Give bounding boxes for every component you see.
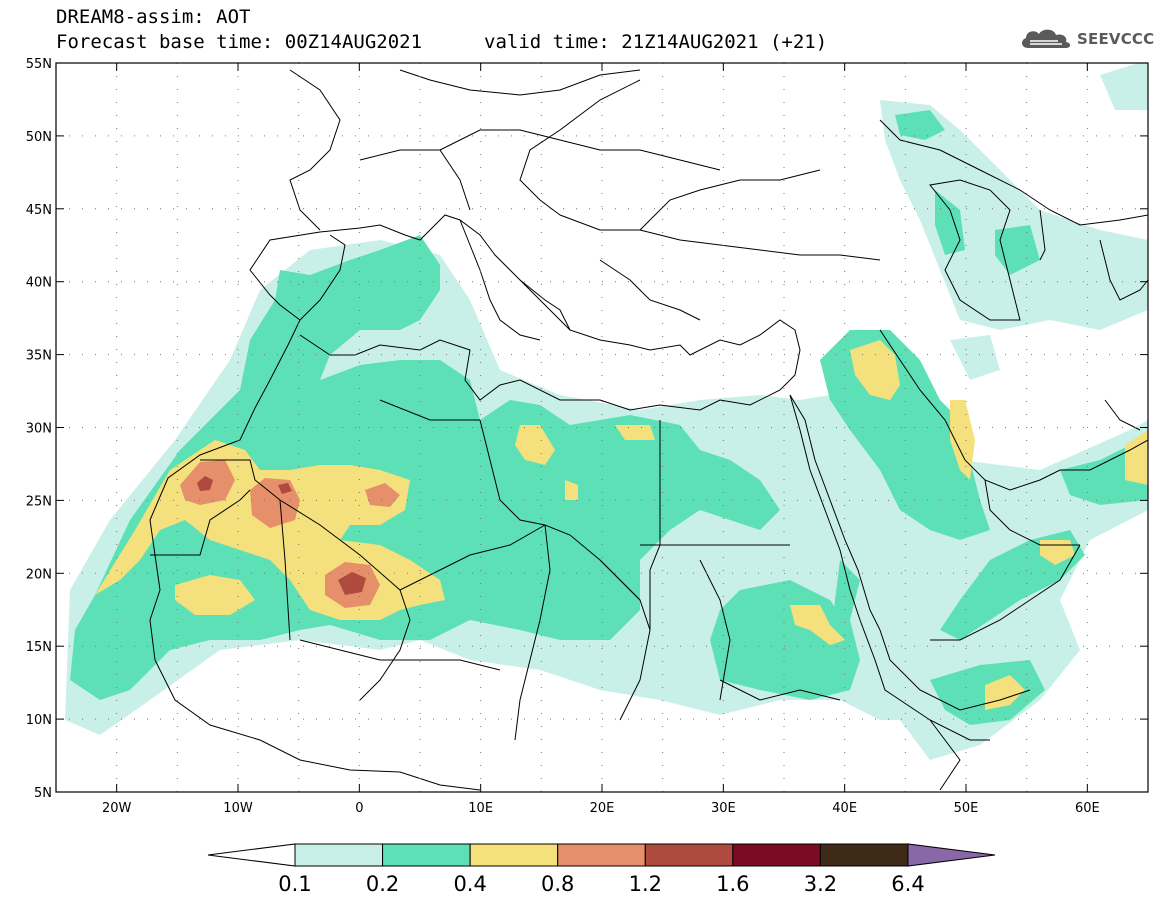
colorbar-label: 3.2	[804, 872, 837, 896]
colorbar-segment	[557, 843, 646, 867]
colorbar-segment	[644, 843, 734, 867]
seevccc-logo: SEEVCCC	[1018, 26, 1154, 52]
colorbar-label: 0.1	[278, 872, 311, 896]
colorbar-segment	[294, 843, 384, 867]
y-tick-label: 50N	[26, 130, 52, 145]
y-tick-label: 5N	[34, 786, 52, 801]
y-tick-label: 40N	[26, 276, 52, 291]
aot-field	[65, 63, 1148, 760]
y-tick-label: 25N	[26, 494, 52, 509]
colorbar-label: 1.6	[716, 872, 749, 896]
colorbar-upper-arrow	[907, 843, 996, 867]
colorbar-segment	[732, 843, 821, 867]
y-tick-label: 35N	[26, 349, 52, 364]
lat-lon-grid	[56, 63, 1148, 792]
colorbar-lower-arrow	[207, 843, 296, 867]
y-tick-label: 20N	[26, 567, 52, 582]
valid-time: valid time: 21Z14AUG2021 (+21)	[484, 31, 828, 53]
forecast-base-time: Forecast base time: 00Z14AUG2021	[56, 31, 423, 53]
colorbar-label: 0.4	[453, 872, 486, 896]
aot-level-1.2	[197, 476, 366, 595]
y-tick-label: 45N	[26, 203, 52, 218]
y-tick-label: 55N	[26, 57, 52, 72]
x-tick-label: 0	[355, 801, 363, 816]
x-tick-label: 30E	[711, 801, 736, 816]
y-tick-label: 30N	[26, 422, 52, 437]
x-tick-label: 40E	[832, 801, 857, 816]
x-tick-label: 20E	[590, 801, 615, 816]
colorbar-segment	[469, 843, 559, 867]
x-tick-label: 50E	[954, 801, 979, 816]
colorbar-segment	[819, 843, 909, 867]
colorbar: 0.1 0.2 0.4 0.8 1.2 1.6 3.2 6.4	[207, 843, 996, 896]
coastlines-borders	[149, 69, 1148, 791]
colorbar-label: 6.4	[891, 872, 924, 896]
x-tick-label: 10W	[223, 801, 253, 816]
brand-name: SEEVCCC	[1077, 30, 1155, 48]
y-tick-label: 10N	[26, 713, 52, 728]
cloud-icon	[1022, 29, 1071, 48]
colorbar-segment	[382, 843, 471, 867]
colorbar-label: 0.8	[541, 872, 574, 896]
x-tick-label: 60E	[1075, 801, 1100, 816]
chart-title: DREAM8-assim: AOT	[56, 6, 251, 28]
x-tick-label: 10E	[468, 801, 493, 816]
x-tick-label: 20W	[102, 801, 132, 816]
colorbar-label: 1.2	[629, 872, 662, 896]
colorbar-label: 0.2	[366, 872, 399, 896]
y-tick-label: 15N	[26, 640, 52, 655]
axis-ticks: 20W 10W 0 10E 20E 30E 40E 50E 60E 55N 50N 45N 40N 35N…	[26, 57, 1148, 816]
